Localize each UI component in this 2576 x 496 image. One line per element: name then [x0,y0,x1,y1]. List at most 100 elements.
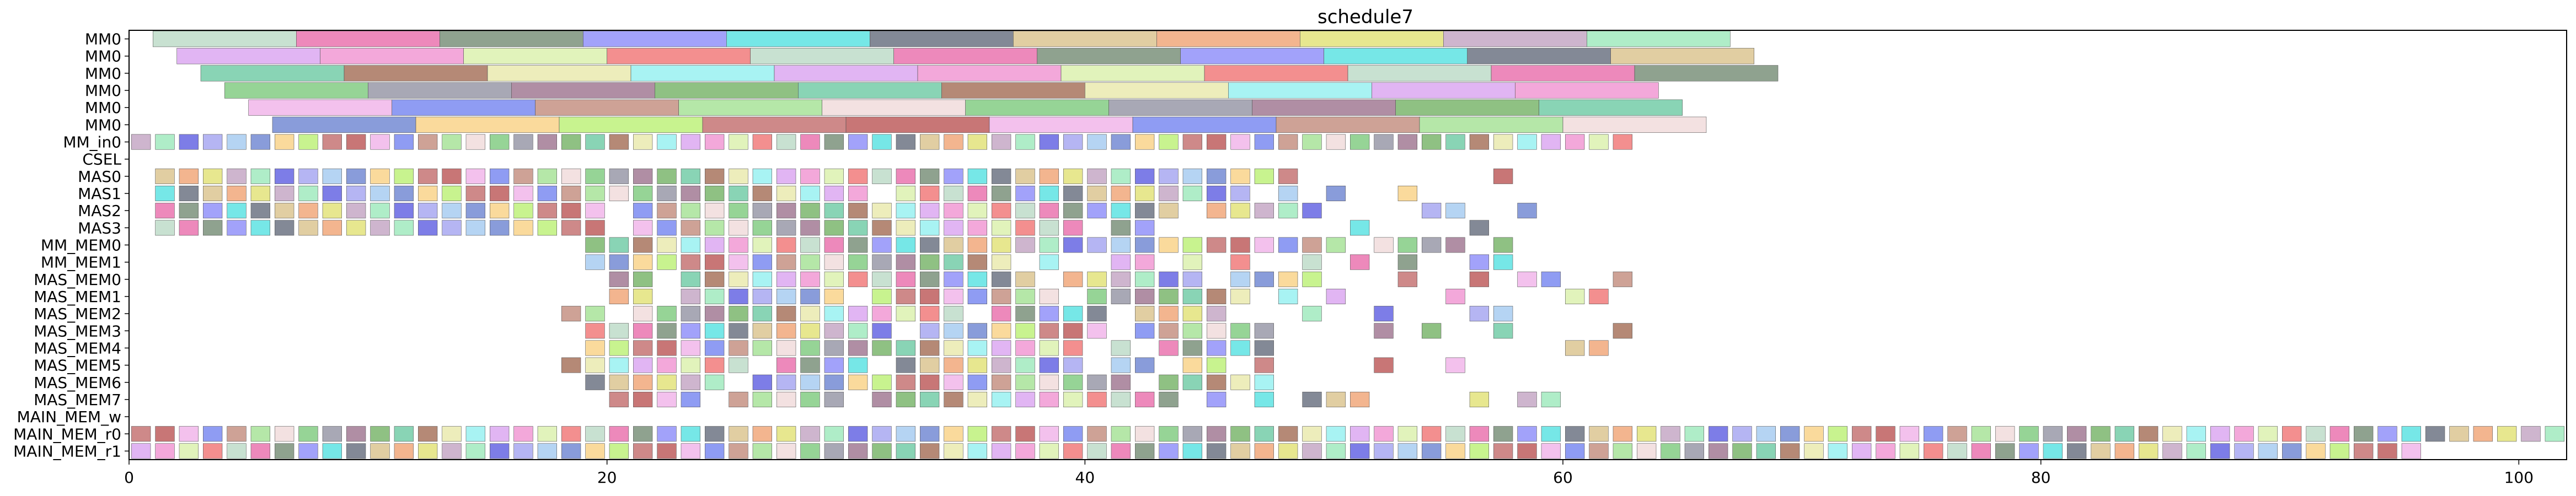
gantt-block [800,443,820,459]
gantt-block [1207,134,1227,150]
gantt-block [1493,237,1513,253]
x-tick-label: 80 [2031,468,2051,487]
gantt-bar [702,116,847,133]
gantt-block [992,203,1011,219]
gantt-block [1445,357,1465,373]
gantt-block [131,426,151,442]
gantt-block [537,134,557,150]
gantt-block [992,306,1011,322]
gantt-block [2521,426,2541,442]
gantt-block [322,426,342,442]
gantt-block [1230,203,1250,219]
gantt-block [1780,426,1800,442]
gantt-block [705,186,725,202]
gantt-block [275,443,294,459]
gantt-block [1087,443,1107,459]
gantt-block [1207,374,1227,390]
gantt-bar [1204,65,1348,82]
gantt-block [1039,357,1059,373]
gantt-block [1015,237,1035,253]
gantt-block [752,186,772,202]
gantt-block [848,340,868,356]
gantt-block [1015,357,1035,373]
gantt-block [872,168,892,184]
gantt-block [609,288,629,304]
gantt-block [633,288,653,304]
gantt-block [681,186,700,202]
gantt-block [1326,426,1346,442]
gantt-block [1899,443,1919,459]
gantt-block [298,168,318,184]
gantt-block [896,220,915,236]
gantt-block [394,186,414,202]
gantt-block [1756,443,1776,459]
gantt-block [967,391,987,407]
gantt-bar [1300,30,1444,47]
gantt-block [992,340,1011,356]
gantt-block [1589,426,1609,442]
gantt-block [490,134,510,150]
gantt-block [275,426,294,442]
gantt-block [848,443,868,459]
gantt-block [896,340,915,356]
gantt-block [872,237,892,253]
gantt-block [1565,288,1585,304]
gantt-bar [1013,30,1157,47]
gantt-block [1541,391,1561,407]
gantt-block [729,203,748,219]
gantt-block [275,220,294,236]
gantt-block [1111,186,1131,202]
gantt-bar [1156,30,1300,47]
gantt-block [2091,443,2111,459]
gantt-block [681,254,700,270]
gantt-block [824,168,844,184]
gantt-block [609,357,629,373]
gantt-block [633,374,653,390]
gantt-block [872,134,892,150]
gantt-bar [153,30,297,47]
gantt-block [776,306,796,322]
gantt-block [1207,443,1227,459]
gantt-block [1613,323,1632,339]
gantt-block [1254,340,1274,356]
gantt-block [298,443,318,459]
gantt-block [179,443,199,459]
bars-layer [131,30,2564,459]
gantt-block [824,426,844,442]
gantt-block [944,306,963,322]
gantt-block [1517,203,1537,219]
gantt-block [776,288,796,304]
gantt-block [824,288,844,304]
gantt-block [848,323,868,339]
gantt-block [1254,168,1274,184]
gantt-block [848,271,868,287]
gantt-bar [989,116,1133,133]
gantt-block [346,220,366,236]
gantt-block [1302,443,1322,459]
gantt-block [418,426,438,442]
gantt-block [1063,443,1083,459]
gantt-block [2019,426,2039,442]
gantt-block [585,134,605,150]
gantt-block [705,323,725,339]
gantt-block [920,186,940,202]
gantt-block [1063,168,1083,184]
gantt-block [1111,220,1131,236]
gantt-bar [1252,99,1396,116]
gantt-block [1469,306,1489,322]
gantt-block [944,237,963,253]
gantt-block [1039,254,1059,270]
gantt-block [920,271,940,287]
gantt-block [1135,288,1155,304]
gantt-block [203,426,223,442]
gantt-block [800,288,820,304]
gantt-block [609,134,629,150]
gantt-block [442,186,462,202]
gantt-block [896,237,915,253]
gantt-block [944,254,963,270]
gantt-block [203,134,223,150]
gantt-block [1135,271,1155,287]
gantt-block [1230,288,1250,304]
gantt-block [1278,271,1298,287]
gantt-block [1087,323,1107,339]
